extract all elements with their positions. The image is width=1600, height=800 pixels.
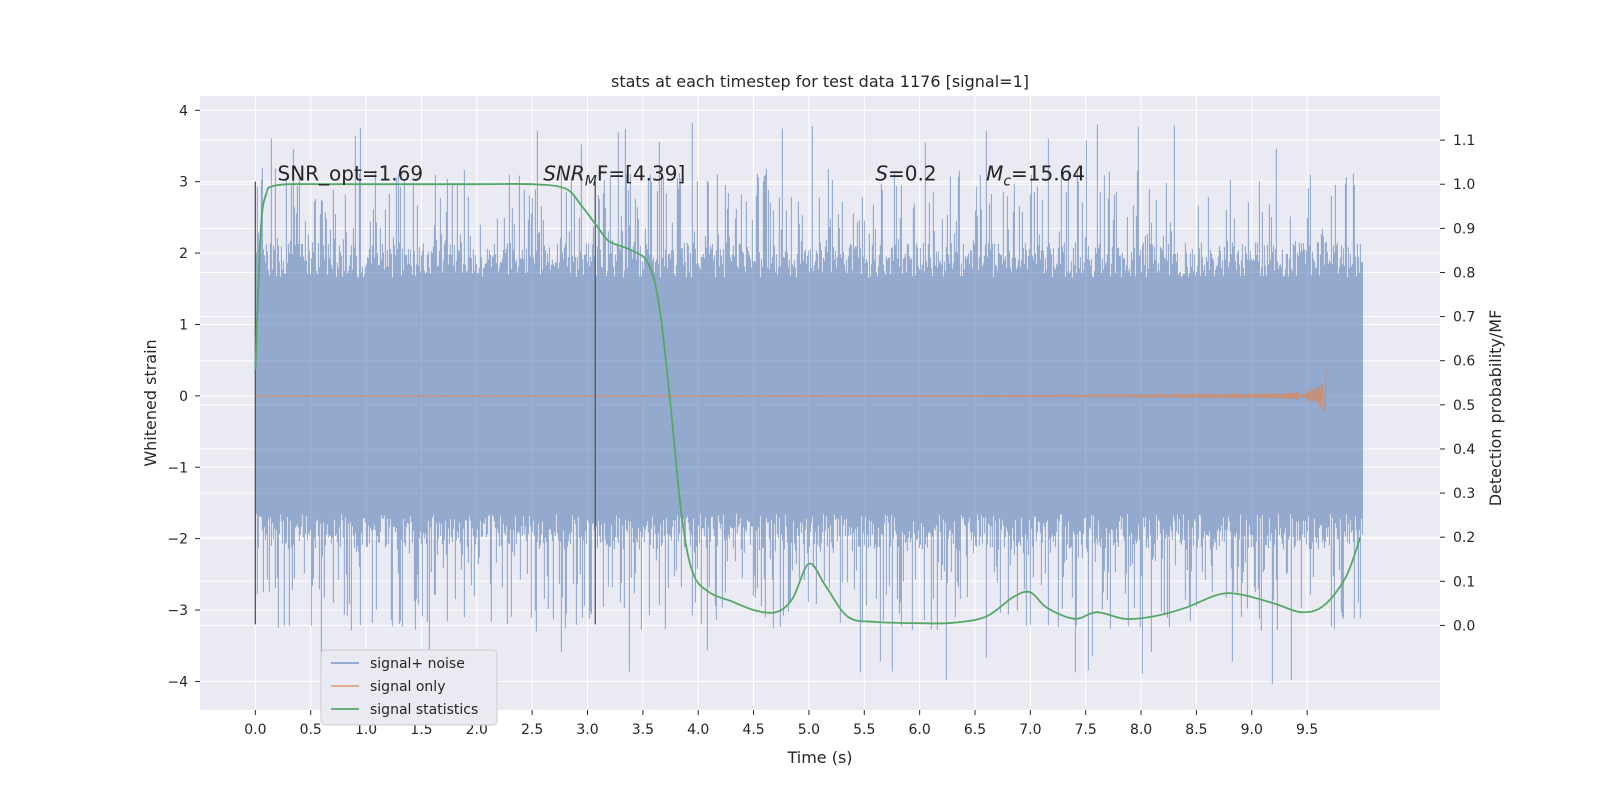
- annotations: SNR_opt=1.69 SNRMF=[4.39] S=0.2 Mc=15.64: [278, 162, 1086, 190]
- legend-label-signal-only: signal only: [370, 679, 445, 695]
- signal-statistics-line: [254, 182, 1362, 625]
- x-tick-label-19: 9.5: [1296, 722, 1318, 738]
- x-axis-label: Time (s): [786, 748, 852, 767]
- y-tick-label-6: 2: [179, 246, 188, 262]
- y-right-tick-label-1: 0.1: [1453, 574, 1475, 590]
- y-tick-label-2: −2: [167, 532, 188, 548]
- y-tick-label-5: 1: [179, 317, 188, 333]
- y-tick-label-4: 0: [179, 389, 188, 405]
- y-tick-label-3: −1: [167, 460, 188, 476]
- x-tick-label-0: 0.0: [244, 722, 266, 738]
- x-tick-label-3: 1.5: [410, 722, 432, 738]
- x-tick-label-12: 6.0: [909, 722, 931, 738]
- vertical-markers: [254, 181, 596, 625]
- x-tick-label-13: 6.5: [964, 722, 986, 738]
- y-right-tick-label-7: 0.7: [1453, 310, 1475, 326]
- annotation-3: Mc=15.64: [986, 162, 1085, 190]
- x-tick-label-5: 2.5: [521, 722, 543, 738]
- annotation-0: SNR_opt=1.69: [278, 162, 424, 186]
- y-axis-label: Whitened strain: [141, 339, 160, 466]
- right-y-axis-label: Detection probability/MF: [1486, 310, 1505, 507]
- right-y-axis-ticks: 0.0 0.1 0.2 0.3 0.4 0.5 0.6 0.7 0.8 0.9 1.0 1.1: [1440, 133, 1475, 634]
- x-tick-label-10: 5.0: [798, 722, 820, 738]
- x-tick-label-14: 7.0: [1019, 722, 1041, 738]
- x-tick-label-17: 8.5: [1185, 722, 1207, 738]
- series-signal-statistics: [254, 182, 1362, 625]
- signal-only-trace: [255, 370, 1327, 414]
- annotation-1: SNRMF=[4.39]: [543, 162, 685, 190]
- series-signal-only: [255, 370, 1327, 414]
- y-right-tick-label-8: 0.8: [1453, 265, 1475, 281]
- chart-title: stats at each timestep for test data 117…: [611, 72, 1029, 91]
- y-right-tick-label-5: 0.5: [1453, 398, 1475, 414]
- legend-box: [320, 649, 498, 726]
- x-tick-label-11: 5.5: [853, 722, 875, 738]
- y-right-tick-label-4: 0.4: [1453, 442, 1475, 458]
- x-tick-label-6: 3.0: [576, 722, 598, 738]
- y-tick-label-8: 4: [179, 103, 188, 119]
- y-right-tick-label-6: 0.6: [1453, 354, 1475, 370]
- y-right-tick-label-2: 0.2: [1453, 530, 1475, 546]
- x-tick-label-8: 4.0: [687, 722, 709, 738]
- y-right-tick-label-0: 0.0: [1453, 618, 1475, 634]
- x-tick-label-15: 7.5: [1075, 722, 1097, 738]
- y-right-tick-label-11: 1.1: [1453, 133, 1475, 149]
- y-tick-label-0: −4: [167, 674, 188, 690]
- x-axis-ticks: 0.0 0.5 1.0 1.5 2.0 2.5 3.0 3.5 4.0 4.5 5.0 5.5 6.0 6…: [244, 710, 1318, 738]
- x-tick-label-2: 1.0: [355, 722, 377, 738]
- y-right-tick-label-9: 0.9: [1453, 221, 1475, 237]
- y-tick-label-7: 3: [179, 175, 188, 191]
- legend-label-signal-statistics: signal statistics: [370, 702, 478, 718]
- y-tick-label-1: −3: [167, 603, 188, 619]
- x-tick-label-4: 2.0: [466, 722, 488, 738]
- x-tick-label-9: 4.5: [742, 722, 764, 738]
- legend: signal+ noise signal only signal statist…: [320, 649, 498, 726]
- y-right-tick-label-3: 0.3: [1453, 486, 1475, 502]
- annotation-2: S=0.2: [875, 162, 936, 186]
- y-axis-ticks: −4 −3 −2 −1 0 1 2 3 4: [167, 103, 200, 690]
- y-right-tick-label-10: 1.0: [1453, 177, 1475, 193]
- x-tick-label-1: 0.5: [300, 722, 322, 738]
- legend-label-signal-plus-noise: signal+ noise: [370, 656, 465, 672]
- x-tick-label-7: 3.5: [632, 722, 654, 738]
- x-tick-label-16: 8.0: [1130, 722, 1152, 738]
- x-tick-label-18: 9.0: [1241, 722, 1263, 738]
